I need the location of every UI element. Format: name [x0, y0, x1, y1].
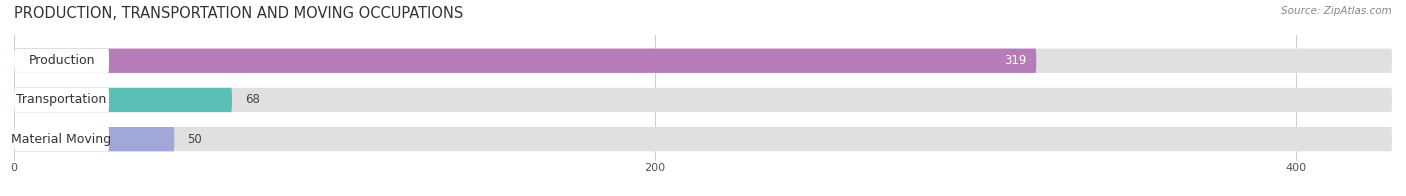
FancyBboxPatch shape: [14, 127, 1392, 151]
Text: 319: 319: [1004, 54, 1026, 67]
Text: 68: 68: [245, 93, 260, 106]
Text: Source: ZipAtlas.com: Source: ZipAtlas.com: [1281, 6, 1392, 16]
FancyBboxPatch shape: [14, 49, 1036, 73]
Text: PRODUCTION, TRANSPORTATION AND MOVING OCCUPATIONS: PRODUCTION, TRANSPORTATION AND MOVING OC…: [14, 6, 464, 21]
FancyBboxPatch shape: [14, 88, 232, 112]
FancyBboxPatch shape: [14, 88, 1392, 112]
FancyBboxPatch shape: [14, 49, 110, 73]
FancyBboxPatch shape: [14, 88, 110, 112]
Text: Production: Production: [28, 54, 94, 67]
FancyBboxPatch shape: [14, 127, 174, 151]
FancyBboxPatch shape: [14, 127, 110, 151]
FancyBboxPatch shape: [14, 49, 1392, 73]
Text: 50: 50: [187, 133, 202, 146]
Text: Material Moving: Material Moving: [11, 133, 111, 146]
Text: Transportation: Transportation: [17, 93, 107, 106]
